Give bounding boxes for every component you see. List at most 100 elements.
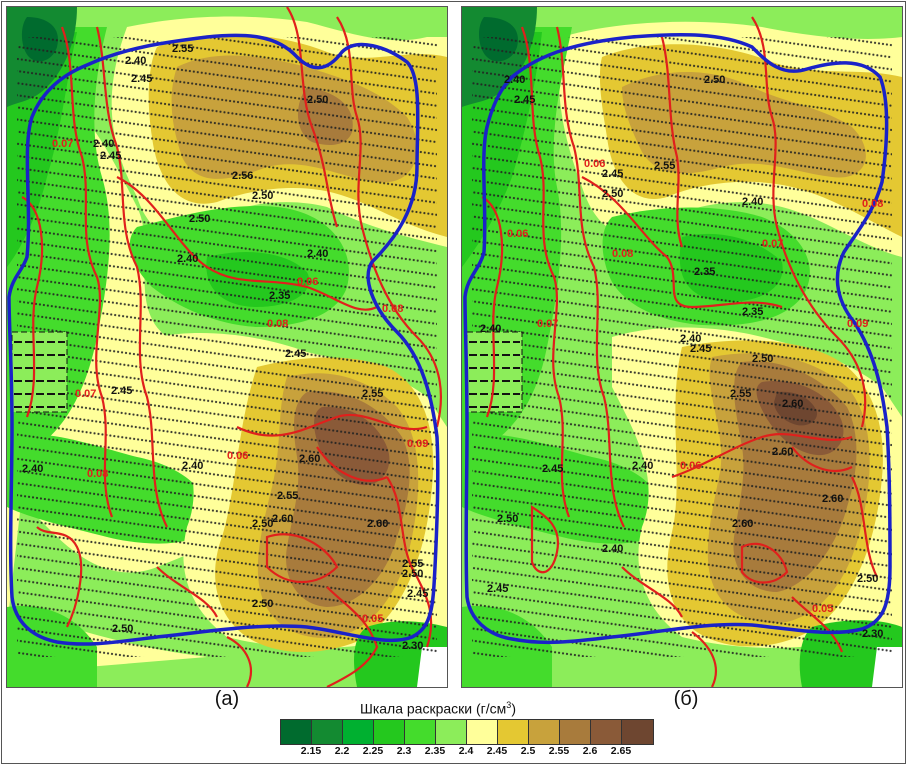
contour-label: 2.50 [189,213,210,225]
legend-swatch [343,720,374,744]
contour-label: 2.35 [742,306,763,318]
contour-label: 2.50 [402,568,423,580]
contour-label: 2.40 [504,74,525,86]
legend-swatch [281,720,312,744]
survey-points [17,37,437,657]
contour-label: 0.06 [507,228,528,240]
contour-labels: 2.40 2.45 2.50 2.55 2.50 2.45 2.40 2.35 … [480,74,883,640]
legend-swatch [560,720,591,744]
contour-label: 0.06 [584,158,605,170]
density-map-a: 2.40 2.45 2.55 2.50 2.56 2.50 2.50 2.40 … [7,7,447,687]
contour-labels: 2.40 2.45 2.55 2.50 2.56 2.50 2.50 2.40 … [22,43,428,652]
field-boundary [7,33,440,646]
contour-label: 2.45 [487,583,508,595]
contour-label: 2.50 [112,623,133,635]
contour-label: 0.08 [862,198,883,210]
legend-swatch [405,720,436,744]
contour-label: 0.07 [75,388,96,400]
contour-label: 2.45 [542,463,563,475]
legend-swatch [374,720,405,744]
contour-label: 2.40 [742,196,763,208]
legend-tick-label: 2.25 [362,745,384,757]
legend-title-end: ) [511,700,516,717]
contour-label: 2.55 [402,558,423,570]
contour-label: 0.08 [87,468,108,480]
contour-label: 2.60 [299,453,320,465]
legend-tick-label: 2.35 [424,745,446,757]
red-isolines [21,7,443,687]
contour-label: 0.07 [762,238,783,250]
color-scale-legend [280,719,654,745]
legend-tick-label: 2.4 [458,745,474,757]
contour-label: 2.45 [111,385,132,397]
contour-label: 2.35 [694,266,715,278]
contour-label: 2.60 [782,398,803,410]
contour-label: 2.55 [730,388,751,400]
contour-label: 2.45 [602,168,623,180]
contour-label: 2.45 [690,343,711,355]
contour-label: 2.50 [752,353,773,365]
red-isolines [481,16,878,687]
contour-label: 0.06 [297,276,318,288]
contour-label: 2.50 [252,598,273,610]
legend-swatch [591,720,622,744]
contour-label: 2.50 [704,74,725,86]
contour-label: 2.30 [402,640,423,652]
panel-label-a: (а) [214,688,240,710]
legend-tick-label: 2.3 [396,745,412,757]
contour-label: 2.50 [252,518,273,530]
survey-points [472,37,892,657]
contour-label: 2.60 [367,518,388,530]
contour-label: 2.40 [632,460,653,472]
contour-label: 2.40 [480,323,501,335]
legend-tick-label: 2.6 [582,745,598,757]
contour-label: 2.40 [182,460,203,472]
contour-label: 2.60 [822,493,843,505]
legend-swatch [529,720,560,744]
contour-label: 0.07 [537,318,558,330]
hatched-block [11,331,68,413]
contour-label: 2.40 [93,138,114,150]
legend-tick-label: 2.2 [334,745,350,757]
contour-label: 2.55 [277,490,298,502]
contour-label: 2.35 [269,290,290,302]
contour-label: 2.55 [654,160,675,172]
legend-title: Шкала раскраски (г/см3) [360,700,516,717]
contour-label: 0.06 [227,450,248,462]
contour-label: 0.08 [382,303,403,315]
legend-tick-label: 2.5 [520,745,536,757]
map-panel-b: 2.40 2.45 2.50 2.55 2.50 2.45 2.40 2.35 … [461,6,903,688]
density-map-b: 2.40 2.45 2.50 2.55 2.50 2.45 2.40 2.35 … [462,7,902,687]
contour-label: 0.08 [267,318,288,330]
contour-label: 2.50 [252,190,273,202]
contour-label: 0.05 [362,613,383,625]
contour-label: 2.56 [232,170,253,182]
contour-label: 2.60 [772,446,793,458]
contour-label: 2.40 [177,253,198,265]
legend-tick-label: 2.55 [548,745,570,757]
contour-label: 2.55 [172,43,193,55]
panel-label-b: (б) [673,688,699,710]
contour-label: 2.60 [732,518,753,530]
legend-tick-label: 2.65 [610,745,632,757]
legend-title-sup: 3 [506,700,512,710]
contour-label: 2.55 [362,388,383,400]
contour-label: 2.45 [100,150,121,162]
contour-label: 0.05 [812,603,833,615]
contour-label: 0.07 [52,138,73,150]
contour-label: 2.45 [407,588,428,600]
legend-swatch [467,720,498,744]
legend-title-text: Шкала раскраски (г/см [360,700,507,717]
contour-label: 2.60 [272,513,293,525]
contour-label: 2.30 [862,628,883,640]
legend-tick-label: 2.45 [486,745,508,757]
contour-label: 2.40 [680,333,701,345]
contour-label: 2.50 [857,573,878,585]
legend-tick-label: 2.15 [300,745,322,757]
field-boundary [463,32,892,645]
contour-label: 2.50 [602,188,623,200]
legend-ticks: 2.15 2.2 2.25 2.3 2.35 2.4 2.45 2.5 2.55 2.6 2.65 [280,745,635,761]
contour-label: 2.45 [285,348,306,360]
contour-label: 2.40 [125,55,146,67]
